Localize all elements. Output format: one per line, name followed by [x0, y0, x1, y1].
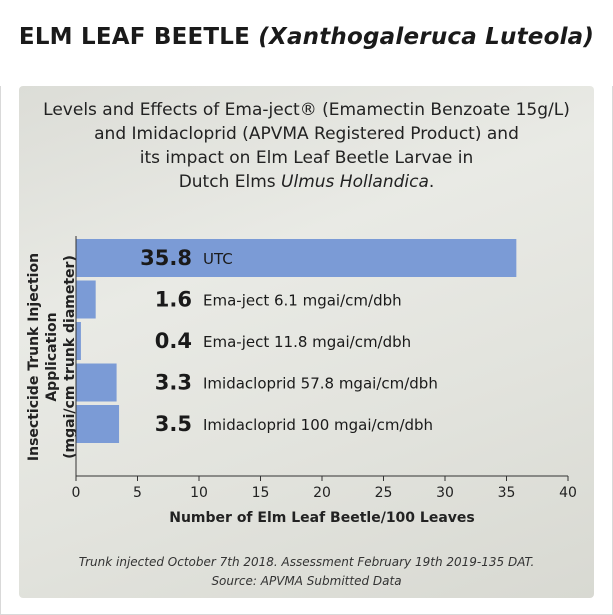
x-tick-label-1: 5: [133, 485, 142, 501]
subtitle-line-1: Levels and Effects of Ema-ject® (Emamect…: [43, 100, 570, 120]
x-tick-label-7: 35: [498, 485, 516, 501]
bar-value-label-1: 1.6: [155, 288, 192, 312]
x-tick-label-3: 15: [252, 485, 270, 501]
bar-value-label-3: 3.3: [155, 371, 192, 395]
x-tick-label-5: 25: [375, 485, 393, 501]
subtitle-line-4: Dutch Elms Ulmus Hollandica.: [19, 170, 594, 194]
x-axis-title: Number of Elm Leaf Beetle/100 Leaves: [169, 510, 475, 526]
chart-subtitle: Levels and Effects of Ema-ject® (Emamect…: [19, 98, 594, 194]
title-common-name: ELM LEAF BEETLE: [18, 24, 251, 50]
footnote: Trunk injected October 7th 2018. Assessm…: [19, 553, 594, 591]
page-title: ELM LEAF BEETLE (Xanthogaleruca Luteola): [0, 24, 613, 50]
bar-category-label-3: Imidacloprid 57.8 mgai/cm/dbh: [203, 375, 438, 393]
bar-value-label-4: 3.5: [155, 412, 192, 436]
x-tick-label-4: 20: [313, 485, 331, 501]
bar-category-label-0: UTC: [203, 250, 233, 268]
subtitle-line-2: and Imidacloprid (APVMA Registered Produ…: [94, 124, 519, 144]
bar-category-label-4: Imidacloprid 100 mgai/cm/dbh: [203, 416, 433, 434]
x-tick-label-0: 0: [72, 485, 81, 501]
bar-1: [76, 280, 96, 319]
subtitle-species: Ulmus Hollandica: [281, 172, 429, 192]
x-tick-label-2: 10: [190, 485, 208, 501]
bar-4: [76, 405, 120, 443]
bar-2: [76, 322, 81, 360]
bar-0: [76, 239, 517, 277]
x-tick-label-8: 40: [559, 485, 577, 501]
subtitle-line-3: its impact on Elm Leaf Beetle Larvae in: [139, 148, 474, 168]
x-tick-label-6: 30: [436, 485, 454, 501]
bar-category-label-2: Ema-ject 11.8 mgai/cm/dbh: [203, 333, 411, 351]
chart-panel: [19, 86, 594, 598]
footnote-source: Source: APVMA Submitted Data: [211, 574, 402, 588]
subtitle-line-4-end: .: [428, 172, 435, 192]
bar-3: [76, 363, 117, 402]
bar-value-label-2: 0.4: [155, 329, 192, 353]
bar-value-label-0: 35.8: [140, 246, 192, 270]
footnote-assessment: Trunk injected October 7th 2018. Assessm…: [78, 555, 535, 569]
title-species-name: (Xanthogaleruca Luteola): [258, 24, 595, 50]
subtitle-line-4-text: Dutch Elms: [178, 172, 276, 192]
bar-category-label-1: Ema-ject 6.1 mgai/cm/dbh: [203, 292, 402, 310]
header: ELM LEAF BEETLE (Xanthogaleruca Luteola): [0, 0, 613, 86]
